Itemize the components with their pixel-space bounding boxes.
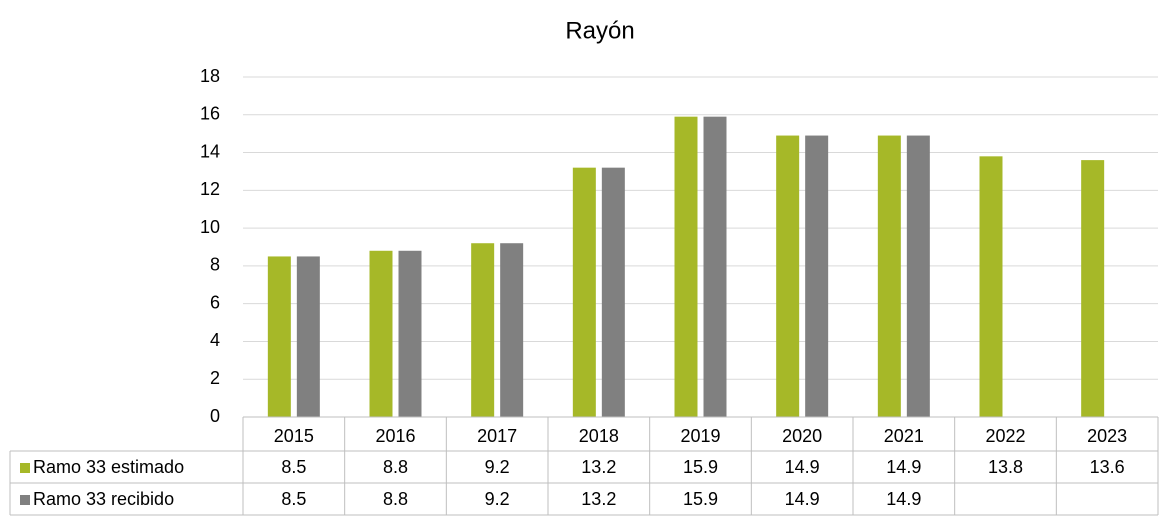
x-tick-label: 2019 — [680, 426, 720, 446]
data-table-value: 13.8 — [988, 457, 1023, 477]
y-tick-label: 10 — [200, 217, 220, 237]
bar — [296, 256, 320, 417]
y-tick-label: 0 — [210, 406, 220, 426]
data-table-value: 15.9 — [683, 457, 718, 477]
data-table-value: 14.9 — [886, 489, 921, 509]
x-tick-label: 2022 — [985, 426, 1025, 446]
y-tick-label: 12 — [200, 179, 220, 199]
bar — [369, 250, 393, 417]
data-table-value: 9.2 — [485, 457, 510, 477]
bar — [572, 167, 596, 417]
data-table-value: 15.9 — [683, 489, 718, 509]
bar — [471, 243, 495, 417]
legend-key — [20, 463, 30, 473]
y-tick-label: 6 — [210, 292, 220, 312]
y-tick-label: 2 — [210, 368, 220, 388]
bar — [906, 135, 930, 418]
bar — [500, 243, 524, 417]
data-table-value: 13.2 — [581, 489, 616, 509]
y-tick-label: 16 — [200, 104, 220, 124]
bar — [703, 116, 727, 418]
x-tick-label: 2023 — [1087, 426, 1127, 446]
y-tick-label: 4 — [210, 330, 220, 350]
x-tick-label: 2021 — [884, 426, 924, 446]
bar — [601, 167, 625, 417]
data-table-value: 8.8 — [383, 489, 408, 509]
chart-title: Rayón — [565, 17, 634, 44]
x-tick-label: 2016 — [375, 426, 415, 446]
data-table-value: 13.2 — [581, 457, 616, 477]
data-table-value: 14.9 — [886, 457, 921, 477]
data-table-value: 8.5 — [281, 457, 306, 477]
legend-label: Ramo 33 recibido — [33, 489, 174, 509]
data-table-value: 13.6 — [1090, 457, 1125, 477]
legend-key — [20, 495, 30, 505]
data-table-value: 8.8 — [383, 457, 408, 477]
x-tick-label: 2020 — [782, 426, 822, 446]
data-table-value: 14.9 — [785, 489, 820, 509]
bar — [805, 135, 829, 418]
bar — [776, 135, 800, 418]
bar — [398, 250, 422, 417]
y-tick-label: 8 — [210, 255, 220, 275]
bar — [877, 135, 901, 418]
x-tick-label: 2015 — [274, 426, 314, 446]
data-table-value: 9.2 — [485, 489, 510, 509]
bar — [674, 116, 698, 418]
y-tick-label: 14 — [200, 141, 220, 161]
data-table-value: 14.9 — [785, 457, 820, 477]
x-tick-label: 2017 — [477, 426, 517, 446]
data-table-value: 8.5 — [281, 489, 306, 509]
legend-label: Ramo 33 estimado — [33, 457, 184, 477]
bar — [267, 256, 291, 417]
bar — [1081, 160, 1105, 417]
bar — [979, 156, 1003, 418]
y-tick-label: 18 — [200, 66, 220, 86]
x-tick-label: 2018 — [579, 426, 619, 446]
